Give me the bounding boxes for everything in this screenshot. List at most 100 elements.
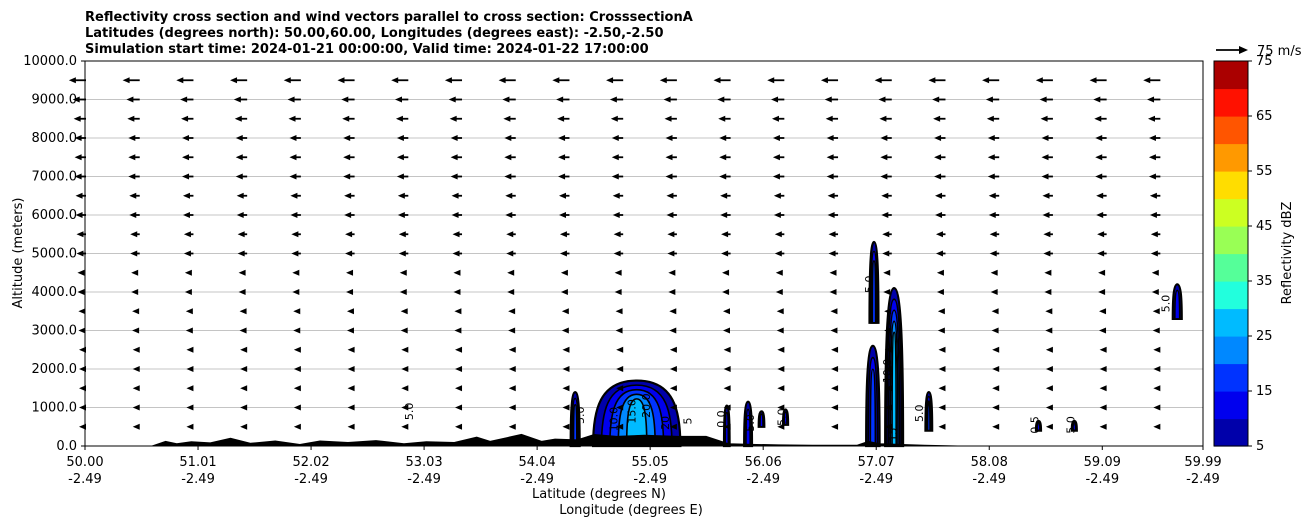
x-tick-label-longitude: -2.49 bbox=[520, 472, 554, 487]
wind-vector-head bbox=[772, 173, 780, 180]
colorbar-tick-label: 5 bbox=[1256, 439, 1264, 454]
wind-vector-head bbox=[237, 231, 245, 238]
wind-vector-head bbox=[773, 192, 781, 199]
wind-vector-head bbox=[77, 269, 85, 276]
wind-vector-head bbox=[767, 77, 775, 84]
terrain-fill bbox=[85, 433, 1203, 447]
wind-vector-head bbox=[669, 308, 677, 315]
contour-label: 0.0 bbox=[715, 410, 728, 428]
wind-vector-head bbox=[1093, 96, 1101, 103]
wind-vector-head bbox=[982, 77, 990, 84]
wind-vector-head bbox=[610, 115, 618, 122]
wind-vector-head bbox=[669, 327, 677, 334]
wind-vector-head bbox=[289, 154, 297, 161]
colorbar-tick-label: 15 bbox=[1256, 384, 1273, 399]
wind-vector-head bbox=[988, 192, 996, 199]
wind-vector-head bbox=[1148, 154, 1156, 161]
reflectivity-cell bbox=[1174, 289, 1181, 320]
wind-vector-head bbox=[131, 289, 139, 295]
wind-vector-head bbox=[774, 250, 782, 257]
wind-vector-head bbox=[345, 231, 353, 238]
wind-vector-head bbox=[1147, 115, 1155, 122]
wind-vector-head bbox=[507, 269, 515, 276]
wind-vector-head bbox=[185, 327, 193, 334]
wind-vector-head bbox=[884, 346, 892, 353]
wind-vector-head bbox=[130, 231, 138, 238]
wind-vector-head bbox=[343, 173, 351, 180]
wind-vector-head bbox=[777, 366, 785, 372]
wind-vector-head bbox=[450, 135, 458, 141]
wind-vector-head bbox=[401, 366, 409, 372]
wind-vector-head bbox=[508, 385, 516, 392]
wind-vector-head bbox=[616, 385, 624, 392]
wind-vector-head bbox=[723, 327, 731, 334]
reflectivity-cell bbox=[625, 398, 648, 447]
wind-vector-head bbox=[1099, 308, 1107, 315]
wind-vector-head bbox=[1147, 96, 1155, 103]
wind-vector-head bbox=[455, 366, 463, 372]
wind-vector-head bbox=[723, 423, 731, 430]
wind-vector-head bbox=[77, 289, 85, 295]
wind-vector-head bbox=[884, 366, 892, 372]
wind-vector-head bbox=[722, 289, 730, 295]
wind-vector-head bbox=[182, 173, 190, 180]
colorbar-band bbox=[1214, 198, 1248, 227]
reflectivity-cell bbox=[759, 413, 764, 428]
wind-vector-head bbox=[344, 212, 352, 218]
wind-vector-head bbox=[293, 385, 301, 392]
wind-vector-head bbox=[79, 346, 86, 353]
wind-vector-head bbox=[1096, 192, 1104, 199]
wind-vector-head bbox=[508, 423, 516, 430]
wind-vector-head bbox=[342, 115, 350, 122]
wind-vector-head bbox=[1039, 96, 1047, 103]
wind-vector-head bbox=[824, 96, 832, 103]
wind-vector-head bbox=[79, 423, 86, 430]
wind-vector-head bbox=[933, 115, 941, 122]
wind-vector-head bbox=[508, 404, 516, 411]
wind-vector-head bbox=[1097, 250, 1105, 257]
wind-vector-head bbox=[181, 115, 189, 122]
wind-vector-head bbox=[1095, 135, 1103, 141]
wind-vector-head bbox=[347, 404, 355, 411]
wind-vector-head bbox=[240, 385, 248, 392]
wind-vector-head bbox=[884, 385, 892, 392]
wind-vector-head bbox=[937, 308, 945, 315]
wind-vector-head bbox=[288, 115, 296, 122]
wind-vector-head bbox=[559, 231, 567, 238]
wind-vector-head bbox=[559, 250, 567, 257]
y-tick-label: 0.0 bbox=[56, 439, 77, 454]
colorbar-tick-label: 65 bbox=[1256, 109, 1273, 124]
wind-vector-head bbox=[1153, 385, 1161, 392]
contour-label: 20 bbox=[659, 416, 672, 430]
wind-vector-head bbox=[448, 96, 456, 103]
wind-vector-head bbox=[343, 154, 351, 161]
wind-vector-head bbox=[452, 231, 460, 238]
contour-label: 10.0 bbox=[881, 359, 894, 384]
wind-vector-head bbox=[240, 366, 248, 372]
wind-vector-head bbox=[992, 366, 1000, 372]
wind-vector-head bbox=[238, 289, 246, 295]
wind-vector-head bbox=[185, 308, 193, 315]
wind-vector-head bbox=[615, 327, 623, 334]
wind-vector-head bbox=[616, 404, 624, 411]
wind-vector-head bbox=[878, 96, 886, 103]
wind-vector-head bbox=[182, 192, 190, 199]
wind-vector-head bbox=[453, 289, 461, 295]
y-tick-label: 3000.0 bbox=[32, 324, 78, 339]
y-tick-label: 9000.0 bbox=[32, 93, 78, 108]
wind-vector-head bbox=[399, 289, 407, 295]
x-tick-label-latitude: 59.09 bbox=[1084, 455, 1121, 470]
wind-vector-head bbox=[560, 289, 568, 295]
wind-vector-head bbox=[667, 250, 675, 257]
wind-vector-head bbox=[78, 308, 86, 315]
contour-label: 10.0 bbox=[608, 407, 621, 432]
wind-vector-head bbox=[829, 289, 837, 295]
reflectivity-cell bbox=[724, 411, 730, 447]
wind-vector-head bbox=[68, 77, 76, 84]
wind-vector-head bbox=[1152, 308, 1160, 315]
wind-vector-head bbox=[455, 346, 463, 353]
wind-vector-head bbox=[398, 250, 406, 257]
wind-vector-head bbox=[75, 192, 83, 199]
wind-vector-head bbox=[347, 366, 355, 372]
reflectivity-cell bbox=[572, 403, 578, 447]
